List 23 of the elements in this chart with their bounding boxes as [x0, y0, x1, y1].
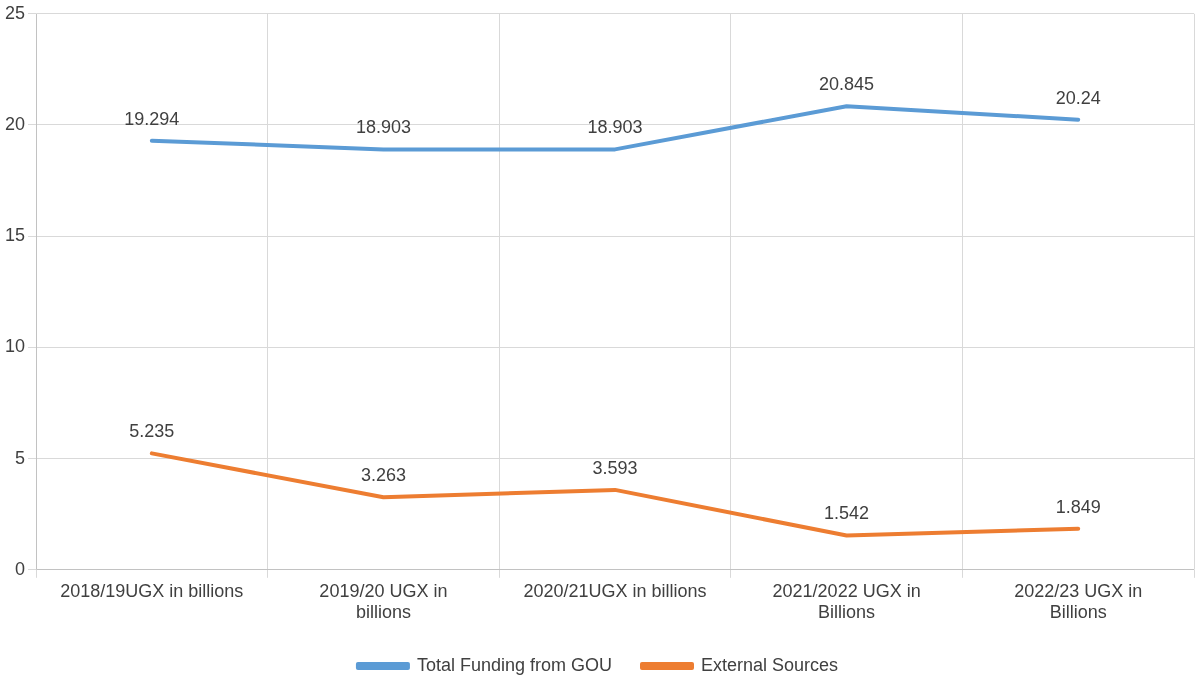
legend-label: External Sources [701, 654, 839, 675]
data-label: 18.903 [355, 117, 411, 138]
data-label: 18.903 [587, 117, 643, 138]
y-tick-label: 20 [4, 113, 26, 134]
data-label: 20.24 [1055, 87, 1101, 108]
y-tick-label: 15 [4, 225, 26, 246]
data-label: 19.294 [124, 108, 180, 129]
data-label: 3.263 [360, 465, 406, 486]
data-label: 5.235 [129, 421, 175, 442]
data-label: 1.542 [824, 503, 870, 524]
x-tick-label: 2021/2022 UGX in Billions [772, 580, 921, 623]
x-tick-label: 2020/21UGX in billions [523, 580, 707, 601]
x-tick-label: 2019/20 UGX in billions [319, 580, 448, 623]
y-tick-label: 25 [4, 2, 26, 23]
y-tick-label: 5 [15, 447, 26, 468]
data-label: 1.849 [1055, 496, 1101, 517]
y-tick-label: 10 [4, 336, 26, 357]
x-tick-label: 2022/23 UGX in Billions [1014, 580, 1143, 623]
data-label: 3.593 [592, 457, 638, 478]
y-tick-label: 0 [15, 558, 26, 579]
x-tick-label: 2018/19UGX in billions [60, 580, 244, 601]
data-label: 20.845 [819, 74, 875, 95]
legend-label: Total Funding from GOU [416, 654, 613, 675]
